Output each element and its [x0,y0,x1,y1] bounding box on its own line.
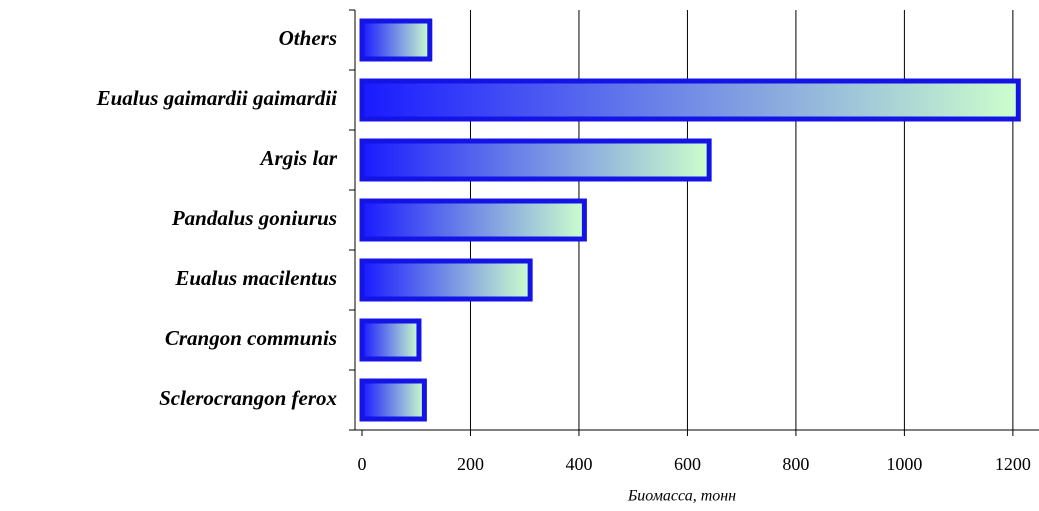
bar [359,198,587,242]
bar [359,78,1021,122]
y-tick-label: Pandalus goniurus [171,206,337,230]
bar [359,18,433,62]
x-tick-label: 0 [358,454,367,474]
y-tick-label: Eualus gaimardii gaimardii [96,86,338,110]
x-tick-label: 200 [457,454,484,474]
x-tick-label: 1000 [886,454,922,474]
y-tick-label: Crangon communis [165,326,337,350]
y-tick-label: Argis lar [259,146,338,170]
x-tick-label: 800 [782,454,809,474]
bar [359,258,533,302]
y-tick-label: Eualus macilentus [174,266,337,290]
bar [359,378,427,422]
x-axis-title: Биомасса, тонн [627,488,736,505]
y-tick-label: Sclerocrangon ferox [159,386,337,410]
x-tick-label: 600 [674,454,701,474]
y-tick-label: Others [279,26,337,50]
x-tick-label: 400 [565,454,592,474]
bar [359,318,422,362]
x-tick-label: 1200 [995,454,1031,474]
bar [359,138,712,182]
